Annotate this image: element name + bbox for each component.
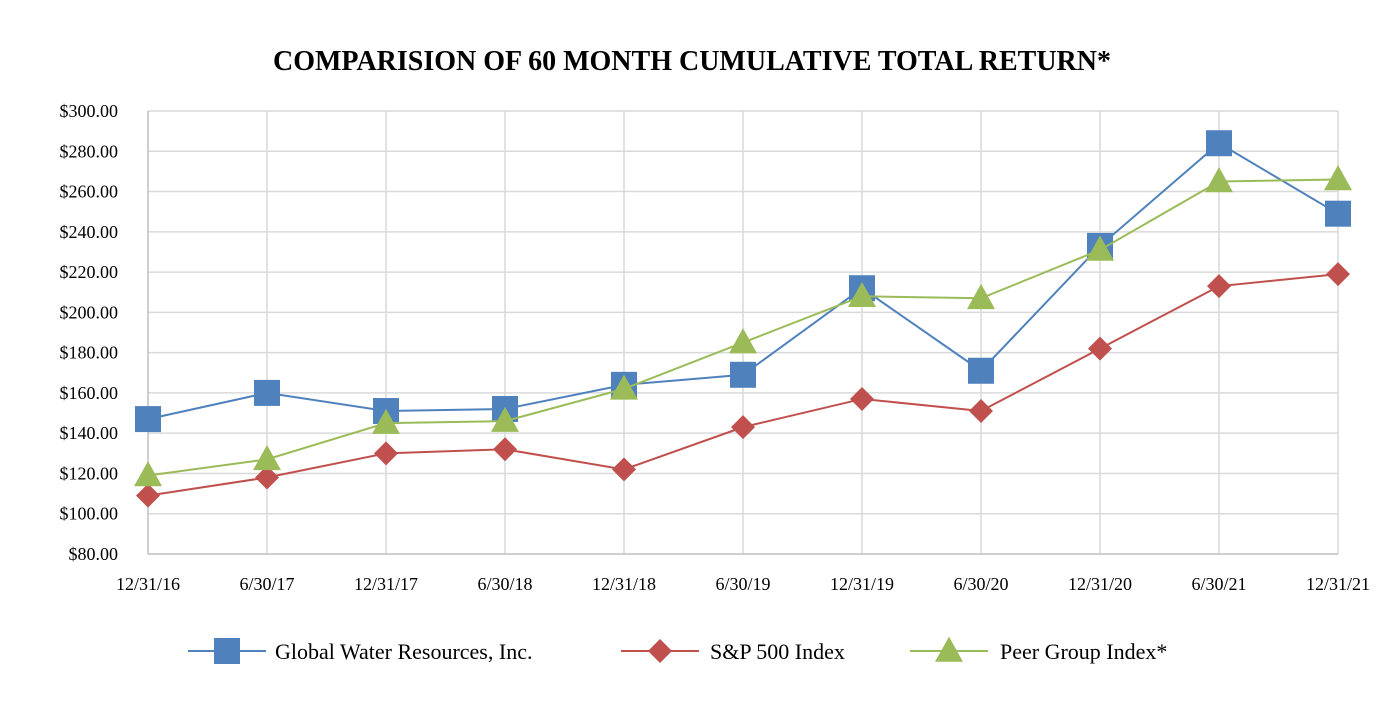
y-tick-label: $120.00	[60, 463, 119, 483]
legend-square-marker	[214, 638, 240, 664]
x-tick-label: 12/31/21	[1306, 574, 1370, 594]
diamond-data-point	[493, 437, 517, 462]
diamond-data-point	[1088, 336, 1112, 361]
legend-triangle-marker	[935, 636, 963, 662]
triangle-data-point	[610, 374, 638, 400]
legend: Global Water Resources, Inc. S&P 500 Inde…	[188, 636, 1167, 664]
y-tick-label: $300.00	[60, 101, 119, 121]
diamond-data-point	[850, 386, 874, 411]
triangle-data-point	[967, 283, 995, 310]
legend-label: S&P 500 Index	[710, 639, 845, 664]
y-tick-label: $220.00	[60, 262, 119, 282]
triangle-data-point	[729, 328, 757, 354]
x-tick-label: 12/31/19	[830, 574, 894, 594]
y-tick-label: $100.00	[60, 504, 119, 524]
y-tick-label: $160.00	[60, 383, 119, 403]
diamond-data-point	[1326, 262, 1350, 287]
y-tick-label: $260.00	[60, 182, 119, 202]
x-tick-label: 6/30/21	[1191, 574, 1246, 594]
y-tick-label: $240.00	[60, 222, 119, 242]
y-tick-label: $280.00	[60, 141, 119, 161]
x-axis-tick-labels: 12/31/16 6/30/17 12/31/17 6/30/18 12/31/18 6/…	[116, 574, 1370, 594]
diamond-data-point	[136, 483, 160, 508]
x-tick-label: 12/31/18	[592, 574, 656, 594]
diamond-data-point	[1207, 274, 1231, 299]
square-data-point	[730, 361, 756, 388]
x-tick-label: 6/30/18	[477, 574, 532, 594]
series-2	[134, 165, 1352, 487]
triangle-data-point	[491, 406, 519, 432]
x-tick-label: 12/31/17	[354, 574, 418, 594]
square-data-point	[1325, 200, 1351, 227]
triangle-data-point	[253, 444, 281, 471]
y-axis-tick-labels: $80.00 $100.00 $120.00 $140.00 $160.00 $180.0…	[60, 101, 119, 564]
triangle-data-point	[372, 408, 400, 434]
square-data-point	[1206, 130, 1232, 157]
y-tick-label: $200.00	[60, 302, 119, 322]
legend-label: Global Water Resources, Inc.	[275, 639, 532, 664]
diamond-data-point	[374, 441, 398, 466]
x-tick-label: 6/30/20	[953, 574, 1008, 594]
triangle-data-point	[134, 461, 162, 487]
diamond-data-point	[731, 415, 755, 440]
series	[134, 130, 1352, 508]
diamond-data-point	[969, 399, 993, 424]
square-data-point	[254, 379, 280, 406]
triangle-data-point	[1086, 235, 1114, 261]
legend-item: S&P 500 Index	[621, 639, 845, 664]
y-tick-label: $80.00	[69, 544, 119, 564]
triangle-data-point	[1324, 165, 1352, 191]
triangle-data-point	[1205, 167, 1233, 193]
y-tick-label: $180.00	[60, 343, 119, 363]
triangle-data-point	[848, 281, 876, 308]
diamond-data-point	[612, 457, 636, 482]
diamond-data-point	[255, 465, 279, 490]
y-tick-label: $140.00	[60, 423, 119, 443]
x-tick-label: 12/31/20	[1068, 574, 1132, 594]
x-tick-label: 6/30/19	[715, 574, 770, 594]
legend-item: Global Water Resources, Inc.	[188, 638, 532, 664]
series-1	[136, 262, 1350, 508]
legend-label: Peer Group Index*	[1000, 639, 1167, 664]
chart-title: COMPARISION OF 60 MONTH CUMULATIVE TOTAL…	[273, 46, 1111, 77]
x-tick-label: 12/31/16	[116, 574, 180, 594]
square-data-point	[968, 357, 994, 384]
legend-item: Peer Group Index*	[910, 636, 1167, 664]
square-data-point	[135, 406, 161, 433]
legend-diamond-marker	[648, 639, 672, 663]
x-tick-label: 6/30/17	[239, 574, 294, 594]
